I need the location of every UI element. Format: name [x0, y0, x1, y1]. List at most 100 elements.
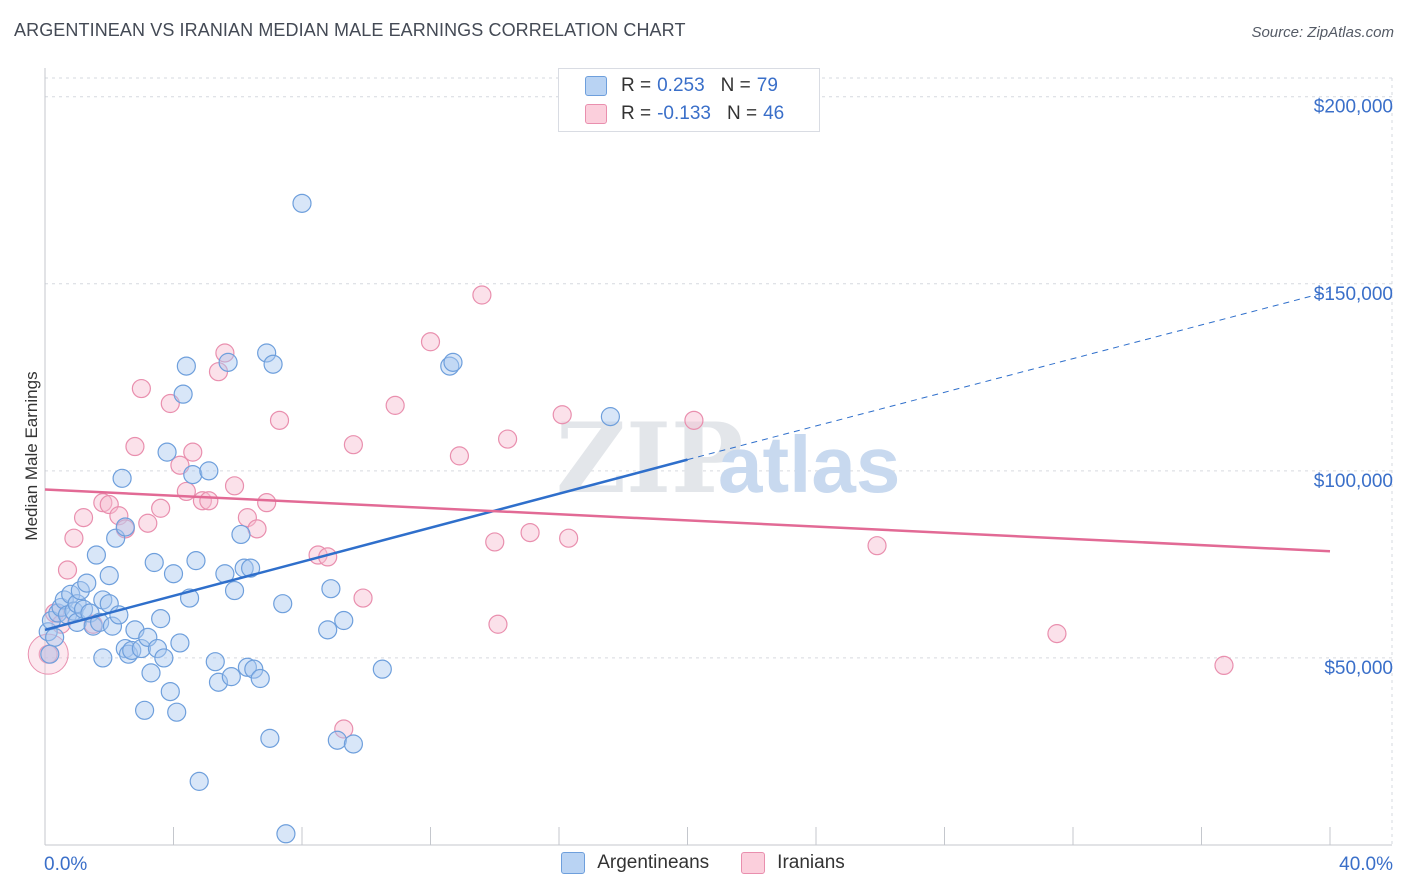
argentinean-point	[372, 659, 392, 679]
argentinean-point	[244, 659, 264, 679]
argentinean-point	[151, 609, 171, 629]
iranian-point	[449, 446, 470, 466]
argentinean-point	[334, 610, 354, 631]
argentinean-point	[183, 464, 203, 485]
legend-swatch-pink	[585, 104, 607, 124]
argentineans-trend-extension	[687, 290, 1331, 461]
x-tick-label: 0.0%	[44, 854, 87, 875]
axes-layer	[44, 68, 1392, 846]
legend-n-label: N =	[726, 103, 758, 124]
iranian-point	[170, 455, 190, 475]
argentinean-point	[318, 620, 338, 640]
source-label: Source: ZipAtlas.com	[1251, 24, 1394, 41]
iranian-point	[420, 332, 441, 352]
iranian-point	[199, 491, 219, 511]
iranian-point	[867, 536, 887, 556]
argentinean-point	[115, 517, 135, 537]
watermark: ZIP atlas	[556, 402, 900, 515]
argentinean-point	[273, 594, 293, 614]
iranian-point	[684, 410, 704, 430]
argentinean-point	[154, 648, 174, 668]
argentinean-point	[440, 356, 460, 376]
argentinean-point	[260, 728, 280, 748]
argentinean-point	[231, 524, 251, 545]
iranian-point	[57, 560, 78, 580]
argentinean-point	[70, 580, 90, 601]
argentinean-point	[86, 545, 107, 565]
argentinean-point	[170, 633, 190, 653]
iranian-point	[334, 719, 354, 739]
iranian-point	[257, 493, 277, 513]
iranian-point	[160, 393, 180, 414]
legend-r-label: R =	[621, 103, 652, 124]
axis-labels: $50,000 $100,000 $150,000 $200,000 0.0% 40.0%…	[22, 97, 1393, 875]
argentinean-point	[167, 702, 187, 722]
argentinean-point	[131, 638, 151, 659]
iranian-point	[151, 498, 171, 518]
argentinean-point	[199, 461, 219, 481]
legend-label-iranians: Iranians	[777, 852, 845, 873]
argentinean-point	[134, 700, 155, 720]
watermark-zip: ZIP	[556, 402, 743, 515]
argentinean-point	[343, 734, 363, 754]
argentinean-point	[600, 407, 621, 427]
argentinean-point	[263, 354, 283, 374]
watermark-atlas: atlas	[718, 420, 900, 509]
iranian-point	[269, 410, 290, 430]
iranian-point	[498, 429, 518, 449]
argentinean-point	[163, 564, 184, 584]
argentinean-point	[77, 573, 97, 593]
argentinean-point	[186, 551, 206, 571]
legend-swatch-blue	[561, 852, 586, 874]
series-legend: Argentineans Iranians	[0, 852, 1406, 874]
argentinean-point	[218, 352, 238, 372]
iranian-point	[125, 436, 145, 457]
argentinean-point	[221, 667, 241, 687]
argentinean-point	[321, 579, 341, 599]
trend-lines	[44, 290, 1331, 632]
legend-n-value: 79	[756, 75, 778, 96]
legend-r-value: 0.253	[657, 75, 705, 96]
argentinean-point	[102, 616, 123, 636]
iranian-point	[343, 435, 363, 455]
argentinean-point	[141, 663, 161, 683]
argentinean-point	[45, 627, 65, 647]
argentinean-point	[257, 343, 277, 363]
grid-layer	[45, 77, 1393, 845]
iranian-point	[559, 528, 579, 548]
iranian-point	[138, 513, 158, 533]
x-tick-label: 40.0%	[1339, 854, 1393, 875]
argentinean-point	[144, 552, 164, 573]
iranian-point	[353, 588, 373, 608]
argentinean-point	[250, 668, 270, 689]
argentinean-point	[99, 566, 119, 586]
stats-legend: R = 0.253 N = 79 R = -0.133 N = 46	[558, 68, 820, 132]
legend-item-argentineans[interactable]: Argentineans	[561, 852, 709, 874]
iranian-point	[64, 528, 84, 548]
argentinean-point	[90, 612, 110, 632]
argentinean-point	[443, 352, 463, 372]
iranian-point	[247, 519, 267, 539]
iranian-point	[520, 522, 540, 543]
iranian-cluster-point	[27, 633, 69, 675]
iranian-point	[224, 476, 245, 496]
y-tick-label: $50,000	[1324, 658, 1393, 679]
legend-swatch-pink	[741, 852, 766, 874]
iranian-point	[385, 395, 405, 415]
argentinean-point	[292, 193, 312, 213]
argentinean-point	[276, 824, 296, 844]
argentinean-point	[327, 730, 347, 750]
iranian-point	[131, 378, 151, 399]
iranian-point	[472, 285, 492, 305]
iranian-point	[1214, 655, 1234, 676]
argentinean-point	[176, 356, 196, 376]
y-tick-label: $150,000	[1314, 284, 1393, 305]
iranians-trend-line	[44, 488, 1331, 553]
argentinean-point	[93, 648, 113, 668]
argentinean-point	[189, 771, 209, 791]
argentinean-point	[112, 468, 132, 488]
iranian-point	[1047, 624, 1067, 644]
legend-item-iranians[interactable]: Iranians	[741, 852, 845, 874]
argentinean-point	[122, 640, 142, 661]
